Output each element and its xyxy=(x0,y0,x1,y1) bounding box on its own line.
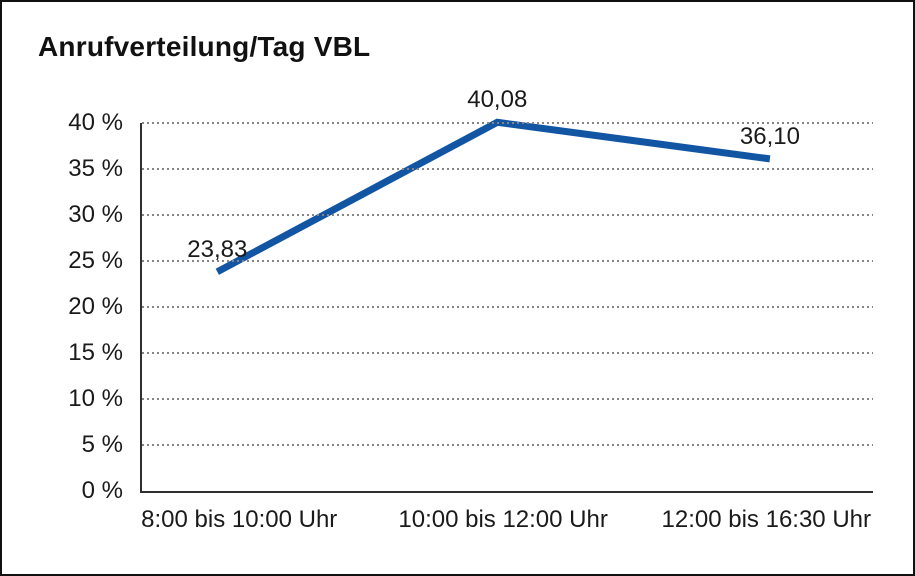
gridline xyxy=(142,122,873,124)
x-tick-label: 8:00 bis 10:00 Uhr xyxy=(141,506,338,533)
plot-area xyxy=(142,118,873,491)
gridline xyxy=(142,214,873,216)
x-tick-label: 12:00 bis 16:30 Uhr xyxy=(661,506,872,533)
y-tick-label: 0 % xyxy=(81,477,123,504)
data-point-label: 23,83 xyxy=(187,235,248,263)
y-tick-label: 15 % xyxy=(68,339,123,366)
y-tick-label: 30 % xyxy=(68,201,123,228)
x-tick-label: 10:00 bis 12:00 Uhr xyxy=(398,506,608,533)
y-tick-label: 40 % xyxy=(68,109,123,136)
x-axis-labels: 8:00 bis 10:00 Uhr 10:00 bis 12:00 Uhr 12:… xyxy=(0,506,915,540)
y-tick-label: 35 % xyxy=(68,155,123,182)
y-tick-label: 10 % xyxy=(68,385,123,412)
y-axis-line xyxy=(140,123,142,493)
y-tick-label: 25 % xyxy=(68,247,123,274)
chart-title: Anrufverteilung/Tag VBL xyxy=(38,31,371,62)
gridline xyxy=(142,352,873,354)
gridline xyxy=(142,168,873,170)
gridline xyxy=(142,398,873,400)
x-axis-line xyxy=(140,491,873,493)
series-line xyxy=(215,118,771,275)
data-point-label: 36,10 xyxy=(739,122,800,150)
y-tick-label: 20 % xyxy=(68,293,123,320)
data-point-label: 40,08 xyxy=(467,86,528,114)
gridline xyxy=(142,306,873,308)
gridline xyxy=(142,444,873,446)
y-tick-label: 5 % xyxy=(81,431,123,458)
y-axis-labels: 0 % 5 % 10 % 15 % 20 % 25 % 30 % 35 % 40 % xyxy=(0,0,123,576)
gridline xyxy=(142,260,873,262)
